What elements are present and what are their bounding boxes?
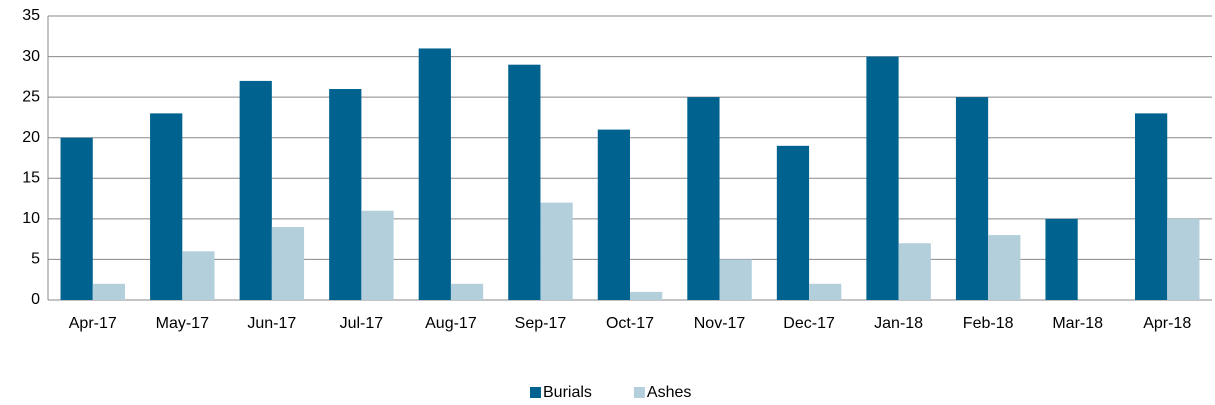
bar	[418, 48, 451, 301]
bar	[508, 64, 541, 300]
bar	[182, 251, 215, 300]
x-tick-label: Mar-18	[1052, 315, 1103, 332]
bar	[1167, 218, 1200, 300]
x-tick-label: Aug-17	[425, 315, 477, 332]
y-tick-label: 10	[22, 210, 40, 227]
bar	[60, 137, 93, 300]
bar	[687, 97, 720, 301]
bar	[361, 210, 394, 300]
bar	[1134, 113, 1168, 300]
x-tick-label: May-17	[156, 315, 209, 332]
bar	[150, 113, 183, 300]
legend-label: Ashes	[647, 384, 691, 401]
x-tick-label: Feb-18	[963, 315, 1014, 332]
bar	[271, 226, 305, 300]
x-tick-label: Jul-17	[340, 315, 384, 332]
bar	[630, 291, 663, 300]
bar	[776, 145, 810, 300]
x-tick-label: Jun-17	[247, 315, 296, 332]
bar	[329, 89, 362, 301]
legend-swatch	[530, 387, 541, 398]
bar	[955, 97, 989, 301]
bar	[898, 243, 931, 300]
bar	[809, 283, 842, 300]
y-tick-label: 0	[31, 291, 40, 308]
y-tick-label: 30	[22, 48, 40, 65]
bar	[597, 129, 630, 300]
legend-label: Burials	[543, 384, 592, 401]
bar	[1045, 218, 1078, 300]
x-tick-label: Dec-17	[783, 315, 835, 332]
y-tick-label: 5	[31, 251, 40, 268]
x-tick-label: Jan-18	[874, 315, 923, 332]
bar	[719, 259, 752, 300]
y-tick-label: 20	[22, 129, 40, 146]
x-tick-label: Apr-17	[69, 315, 117, 332]
bar	[450, 283, 484, 300]
bar	[866, 56, 899, 301]
bar	[239, 80, 272, 301]
y-tick-label: 25	[22, 88, 40, 105]
bar	[540, 202, 573, 300]
legend-swatch	[633, 387, 645, 398]
y-tick-label: 35	[22, 7, 40, 24]
bar	[92, 283, 126, 300]
x-tick-label: Apr-18	[1143, 315, 1191, 332]
bar	[988, 235, 1021, 300]
x-tick-label: Nov-17	[694, 315, 746, 332]
x-tick-label: Sep-17	[515, 315, 567, 332]
y-tick-label: 15	[22, 170, 40, 187]
x-tick-label: Oct-17	[606, 315, 654, 332]
